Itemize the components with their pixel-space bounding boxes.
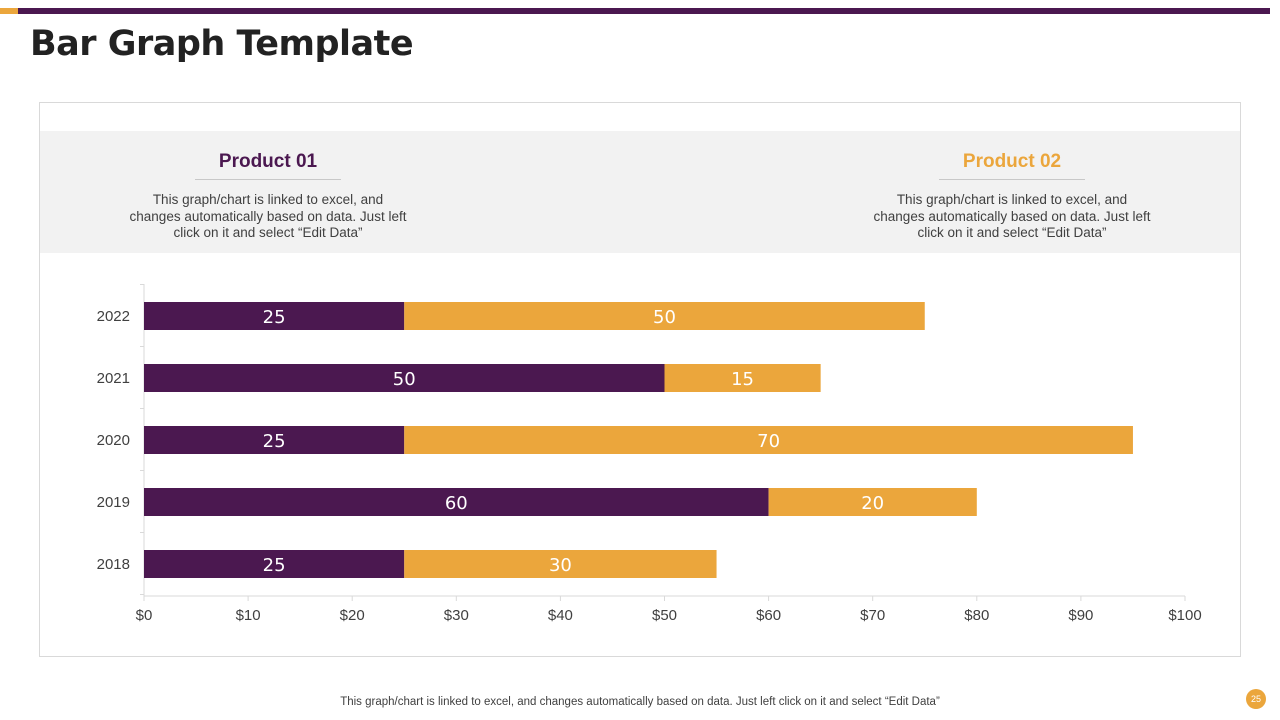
- slide-title: Bar Graph Template: [30, 24, 414, 64]
- y-category-label: 2022: [97, 308, 130, 325]
- bar-data-label: 25: [263, 307, 286, 328]
- legend-divider: [939, 179, 1085, 180]
- x-tick-label: $20: [340, 607, 365, 624]
- x-tick-label: $40: [548, 607, 573, 624]
- x-tick-label: $10: [236, 607, 261, 624]
- bar-data-label: 25: [263, 431, 286, 452]
- legend-divider: [195, 179, 341, 180]
- x-tick-label: $100: [1168, 607, 1201, 624]
- y-category-label: 2019: [97, 494, 130, 511]
- legend-title-product-01: Product 01: [218, 151, 318, 172]
- bar-data-label: 50: [653, 307, 676, 328]
- bar-product-01: [144, 550, 405, 578]
- x-tick-label: $80: [964, 607, 989, 624]
- chart-frame: [39, 102, 1241, 657]
- x-tick-label: $30: [444, 607, 469, 624]
- bar-data-label: 70: [757, 431, 780, 452]
- legend-product-02: Product 02 This graph/chart is linked to…: [872, 131, 1152, 242]
- x-tick-label: $60: [756, 607, 781, 624]
- page-number-badge: 25: [1246, 689, 1266, 709]
- y-category-label: 2018: [97, 556, 130, 573]
- bar-data-label: 25: [263, 555, 286, 576]
- y-category-label: 2021: [97, 370, 130, 387]
- x-tick-label: $0: [136, 607, 153, 624]
- x-tick-label: $50: [652, 607, 677, 624]
- legend-product-01: Product 01 This graph/chart is linked to…: [128, 131, 408, 242]
- bar-product-01: [144, 426, 405, 454]
- bar-product-01: [144, 302, 405, 330]
- y-category-label: 2020: [97, 432, 130, 449]
- bar-product-02: [404, 302, 925, 330]
- bar-data-label: 30: [549, 555, 572, 576]
- bar-data-label: 15: [731, 369, 754, 390]
- legend-band: Product 01 This graph/chart is linked to…: [40, 131, 1240, 253]
- bar-data-label: 20: [861, 493, 884, 514]
- bar-product-01: [144, 364, 665, 392]
- bar-product-02: [664, 364, 821, 392]
- legend-description-product-01: This graph/chart is linked to excel, and…: [129, 192, 407, 240]
- legend-description-product-02: This graph/chart is linked to excel, and…: [873, 192, 1151, 240]
- x-tick-label: $90: [1068, 607, 1093, 624]
- x-tick-label: $70: [860, 607, 885, 624]
- accent-bar-gold: [0, 8, 18, 14]
- legend-title-product-02: Product 02: [962, 151, 1062, 172]
- bar-data-label: 60: [445, 493, 468, 514]
- bar-product-02: [404, 550, 717, 578]
- bar-product-02: [404, 426, 1133, 454]
- bar-product-01: [144, 488, 769, 516]
- bar-data-label: 50: [393, 369, 416, 390]
- footnote: This graph/chart is linked to excel, and…: [340, 696, 940, 708]
- accent-bar-purple: [18, 8, 1270, 14]
- bar-product-02: [768, 488, 977, 516]
